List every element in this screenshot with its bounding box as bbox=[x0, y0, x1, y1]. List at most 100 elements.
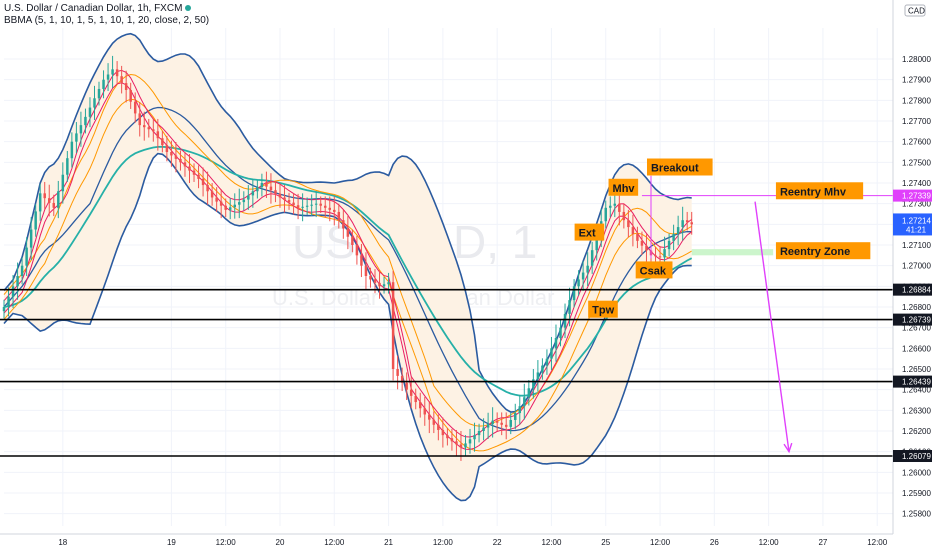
candle-body bbox=[382, 284, 386, 287]
candle-body bbox=[283, 197, 286, 201]
candle-body bbox=[88, 107, 92, 117]
candle-body bbox=[658, 256, 662, 258]
candle-body bbox=[351, 236, 354, 245]
price-tick-label: 1.27800 bbox=[902, 96, 931, 105]
candle-body bbox=[369, 276, 372, 280]
price-tick-label: 1.25800 bbox=[902, 510, 931, 519]
currency-label: CAD bbox=[908, 7, 925, 16]
candle-body bbox=[129, 90, 132, 102]
annotation-tag bbox=[608, 178, 639, 196]
candle-body bbox=[545, 358, 549, 366]
candle-body bbox=[636, 233, 639, 241]
candle-body bbox=[482, 427, 485, 431]
annotation-label: Ext bbox=[579, 228, 596, 240]
candle-body bbox=[111, 69, 114, 75]
indicator-legend[interactable]: BBMA (5, 1, 10, 1, 5, 1, 10, 1, 20, clos… bbox=[4, 15, 209, 26]
candle-body bbox=[192, 170, 196, 175]
bb-upper-band bbox=[3, 32, 692, 413]
time-tick-label: 22 bbox=[493, 538, 502, 547]
candle-body bbox=[265, 183, 268, 187]
candle-body bbox=[301, 206, 304, 208]
candle-body bbox=[238, 202, 241, 205]
annotation-tag bbox=[646, 158, 713, 176]
candle-body bbox=[75, 133, 78, 142]
candle-body bbox=[378, 282, 381, 287]
candle-body bbox=[305, 205, 309, 207]
candle-body bbox=[61, 174, 65, 192]
candle-body bbox=[219, 201, 223, 206]
price-tick-label: 1.25900 bbox=[902, 489, 931, 498]
candle-body bbox=[541, 365, 544, 373]
price-tick-label: 1.27000 bbox=[902, 262, 931, 271]
bar-countdown-text: 41:21 bbox=[906, 225, 927, 234]
candle-body bbox=[57, 191, 60, 208]
level-price-text: 1.26439 bbox=[902, 378, 931, 387]
candle-body bbox=[586, 265, 589, 273]
candle-body bbox=[210, 191, 214, 198]
price-tick-label: 1.26600 bbox=[902, 344, 931, 353]
price-tick-label: 1.27900 bbox=[902, 76, 931, 85]
time-tick-label: 12:00 bbox=[759, 538, 780, 547]
candle-body bbox=[66, 158, 69, 175]
candle-body bbox=[274, 190, 277, 194]
candle-body bbox=[676, 227, 680, 234]
price-tick-label: 1.26300 bbox=[902, 406, 931, 415]
candle-body bbox=[79, 125, 83, 134]
candle-body bbox=[20, 265, 24, 276]
time-tick-label: 12:00 bbox=[541, 538, 562, 547]
candle-body bbox=[224, 205, 227, 210]
candle-body bbox=[613, 203, 617, 206]
candle-body bbox=[170, 152, 173, 156]
price-tick-label: 1.26000 bbox=[902, 468, 931, 477]
candle-body bbox=[360, 255, 363, 266]
candle-body bbox=[523, 397, 526, 407]
candle-body bbox=[179, 158, 182, 163]
candle-body bbox=[323, 205, 327, 208]
annotation-label: Reentry Mhv bbox=[780, 186, 847, 198]
candle-body bbox=[256, 187, 259, 192]
time-tick-label: 21 bbox=[384, 538, 393, 547]
candle-body bbox=[419, 402, 422, 409]
level-price-label bbox=[893, 283, 932, 296]
ma-5-high-line bbox=[3, 69, 692, 438]
candle-body bbox=[152, 129, 155, 132]
price-tick-label: 1.27500 bbox=[902, 158, 931, 167]
reentry-price-label bbox=[893, 189, 932, 202]
candle-body bbox=[364, 265, 368, 276]
candle-body bbox=[16, 276, 19, 287]
candle-body bbox=[287, 200, 291, 203]
horizontal-levels[interactable] bbox=[0, 175, 893, 457]
candle-body bbox=[595, 234, 598, 251]
candle-body bbox=[387, 282, 390, 285]
price-tick-label: 1.27100 bbox=[902, 241, 931, 250]
candle-body bbox=[346, 228, 350, 237]
candle-body bbox=[428, 414, 431, 420]
candle-body bbox=[260, 183, 264, 188]
bb-middle-band bbox=[3, 106, 692, 432]
level-price-text: 1.26079 bbox=[902, 452, 931, 461]
reentry-price-text: 1.27339 bbox=[902, 192, 931, 201]
candle-body bbox=[133, 101, 137, 114]
candle-body bbox=[314, 203, 318, 205]
candle-body bbox=[527, 388, 531, 398]
time-tick-label: 25 bbox=[601, 538, 610, 547]
time-tick-label: 12:00 bbox=[216, 538, 237, 547]
candle-body bbox=[491, 420, 494, 425]
time-tick-label: 26 bbox=[710, 538, 719, 547]
price-axis[interactable]: CAD 1.28000 1.27900 1.27800 1.27700 1.27600 1.… bbox=[892, 0, 932, 550]
candle-body bbox=[292, 202, 295, 206]
candle-body bbox=[681, 220, 684, 228]
annotation-tag bbox=[574, 223, 605, 241]
candle-body bbox=[296, 205, 300, 208]
candle-body bbox=[504, 424, 508, 427]
annotation-tag bbox=[775, 182, 864, 200]
time-axis[interactable]: 18 19 12:00 20 12:00 21 12:00 22 12:00 25 12:00 26 1… bbox=[0, 533, 893, 547]
candle-body bbox=[84, 116, 87, 126]
candle-body bbox=[685, 220, 689, 223]
time-tick-label: 18 bbox=[58, 538, 67, 547]
candle-body bbox=[174, 155, 178, 159]
candle-body bbox=[577, 279, 580, 287]
annotation-label: Breakout bbox=[651, 163, 699, 175]
time-tick-label: 12:00 bbox=[867, 538, 888, 547]
